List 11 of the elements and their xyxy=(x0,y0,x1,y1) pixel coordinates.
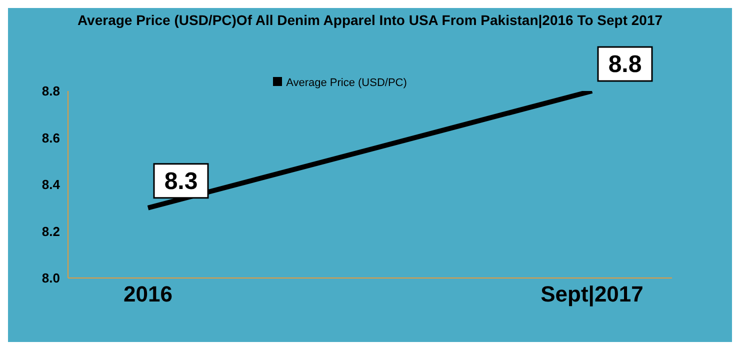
x-tick-label: Sept|2017 xyxy=(540,282,644,307)
y-tick-label: 8.6 xyxy=(42,130,60,146)
y-tick-label: 8.2 xyxy=(42,224,60,239)
y-tick-label: 8.8 xyxy=(42,84,60,99)
data-label: 8.8 xyxy=(608,51,642,78)
chart-title: Average Price (USD/PC)Of All Denim Apparel Into USA From Pakistan|2016 To Sept 2017 xyxy=(76,11,664,28)
y-tick-label: 8.0 xyxy=(42,270,60,286)
x-tick-label: 2016 xyxy=(124,282,172,307)
y-tick-label: 8.4 xyxy=(42,177,61,192)
legend-label: Average Price (USD/PC) xyxy=(286,77,407,89)
data-label: 8.3 xyxy=(164,168,198,195)
